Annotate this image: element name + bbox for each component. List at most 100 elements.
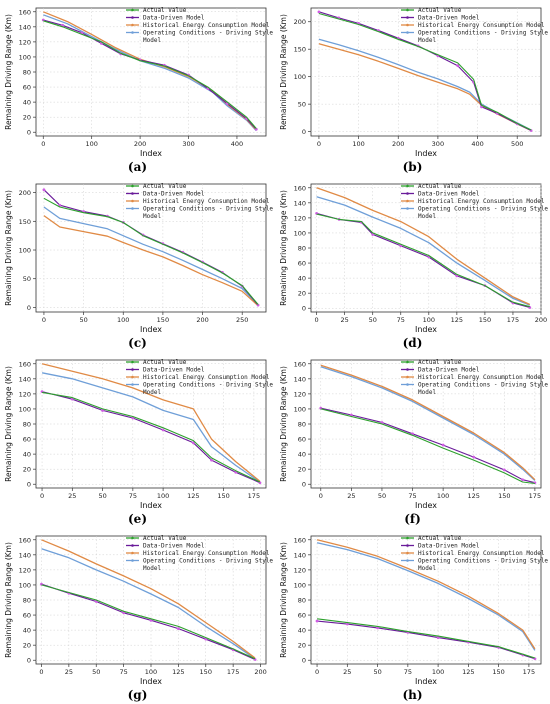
x-tick-label: 200 [535,316,547,324]
legend-label-historical: Historical Energy Consumption Model [143,22,270,29]
series-line-operating [316,542,536,651]
legend-label-operating: Operating Conditions - Driving Style [418,382,548,389]
x-tick-label: 50 [373,668,381,676]
x-tick-label: 25 [347,492,355,500]
x-tick-label: 150 [157,316,169,324]
data-point-data-driven [315,619,319,623]
y-tick-label: 120 [19,38,31,46]
data-point-data-driven [122,611,126,615]
x-tick-label: 100 [432,668,444,676]
y-tick-label: 20 [23,642,31,650]
x-tick-label: 50 [98,492,106,500]
data-point-data-driven [380,421,384,424]
legend-marker-data-driven [406,368,409,371]
y-tick-label: 80 [298,597,306,605]
x-tick-label: 200 [254,668,266,676]
y-tick-label: 160 [19,536,31,544]
legend-label-historical: Historical Energy Consumption Model [418,550,545,557]
x-tick-label: 0 [315,316,319,324]
y-tick-label: 120 [19,390,31,398]
legend-label-actual: Actual Value [143,535,187,542]
x-tick-label: 125 [451,316,463,324]
y-tick-label: 0 [27,304,31,312]
y-tick-label: 0 [302,481,306,489]
legend-marker-actual [131,8,134,12]
legend-marker-historical [406,199,409,203]
data-point-data-driven [472,455,476,459]
y-tick-label: 200 [19,189,31,197]
legend-label-operating-cont: Model [143,213,161,220]
legend-marker-operating [406,383,409,386]
y-tick-label: 0 [27,657,31,665]
x-tick-label: 200 [134,140,146,148]
data-point-data-driven [191,441,195,445]
data-point-data-driven [436,636,440,640]
data-point-data-driven [349,413,353,417]
legend-marker-actual [406,536,409,540]
panel-caption: (g) [127,688,148,702]
legend-marker-operating [131,31,134,34]
x-tick-label: 150 [200,668,212,676]
legend-marker-historical [131,23,134,27]
legend-marker-data-driven [406,192,409,195]
legend-label-actual: Actual Value [143,359,187,366]
legend-marker-data-driven [406,16,409,19]
legend-label-data-driven: Data-Driven Model [143,543,205,550]
legend-label-historical: Historical Energy Consumption Model [143,198,270,205]
y-tick-label: 160 [294,536,306,544]
x-tick-label: 100 [145,668,157,676]
y-axis-label: Remaining Driving Range (Km) [279,542,288,658]
x-axis-label: Index [415,677,437,686]
y-tick-label: 20 [23,114,31,122]
panel-caption: (c) [128,336,147,350]
legend-marker-actual [131,360,134,364]
x-tick-label: 0 [319,492,323,500]
y-tick-label: 100 [294,229,306,237]
series-line-data-driven [320,407,536,484]
chart-panel: 0 20 40 60 80 100 120 140 160 0 25 50 75 100 125 150 175… [275,176,550,352]
legend-marker-data-driven [406,544,409,547]
y-axis-label: Remaining Driving Range (Km) [4,14,13,130]
legend-label-actual: Actual Value [418,7,462,14]
x-tick-label: 400 [471,140,483,148]
chart-panel: 0 20 40 60 80 100 120 140 160 0 25 50 75 100 125 150 175… [0,352,275,528]
chart-svg: 0 20 40 60 80 100 120 140 160 0 25 50 75 100 125 150 175… [279,183,548,334]
y-axis-label: Remaining Driving Range (Km) [4,542,13,658]
legend-label-operating: Operating Conditions - Driving Style [143,382,273,389]
x-axis-label: Index [140,149,162,158]
data-point-data-driven [376,626,379,630]
legend-label-historical: Historical Energy Consumption Model [143,374,270,381]
data-point-data-driven [101,409,104,412]
y-tick-label: 100 [294,73,306,81]
legend-marker-operating [406,559,409,562]
x-tick-label: 75 [408,492,416,500]
x-tick-label: 125 [462,668,474,676]
y-axis-label: Remaining Driving Range (Km) [279,190,288,306]
legend-label-operating: Operating Conditions - Driving Style [143,206,273,213]
x-tick-label: 25 [65,668,73,676]
legend-marker-operating [131,559,134,562]
legend-label-data-driven: Data-Driven Model [143,191,205,198]
panel-caption: (b) [402,160,423,174]
legend-marker-operating [131,207,134,210]
chart-svg: 0 50 100 150 200 0 100 200 300 400 500 Remaining Dr… [279,7,548,158]
legend-label-operating-cont: Model [143,389,161,396]
y-tick-label: 100 [294,581,306,589]
y-tick-label: 40 [23,99,31,107]
x-tick-label: 50 [92,668,100,676]
legend-marker-historical [406,551,409,555]
legend-marker-operating [406,207,409,210]
y-tick-label: 0 [302,657,306,665]
series-line-actual [316,213,530,308]
series-line-operating [41,548,256,660]
chart-svg: 0 50 100 150 200 0 50 100 150 200 250 Remaining Dri… [4,183,273,334]
y-tick-label: 150 [19,218,31,226]
y-tick-label: 150 [294,46,306,54]
x-tick-label: 100 [117,316,129,324]
x-tick-label: 75 [404,668,412,676]
x-tick-label: 25 [68,492,76,500]
series-line-historical [316,539,536,650]
series-line-actual [317,618,536,659]
x-tick-label: 150 [479,316,491,324]
y-tick-label: 0 [302,305,306,313]
